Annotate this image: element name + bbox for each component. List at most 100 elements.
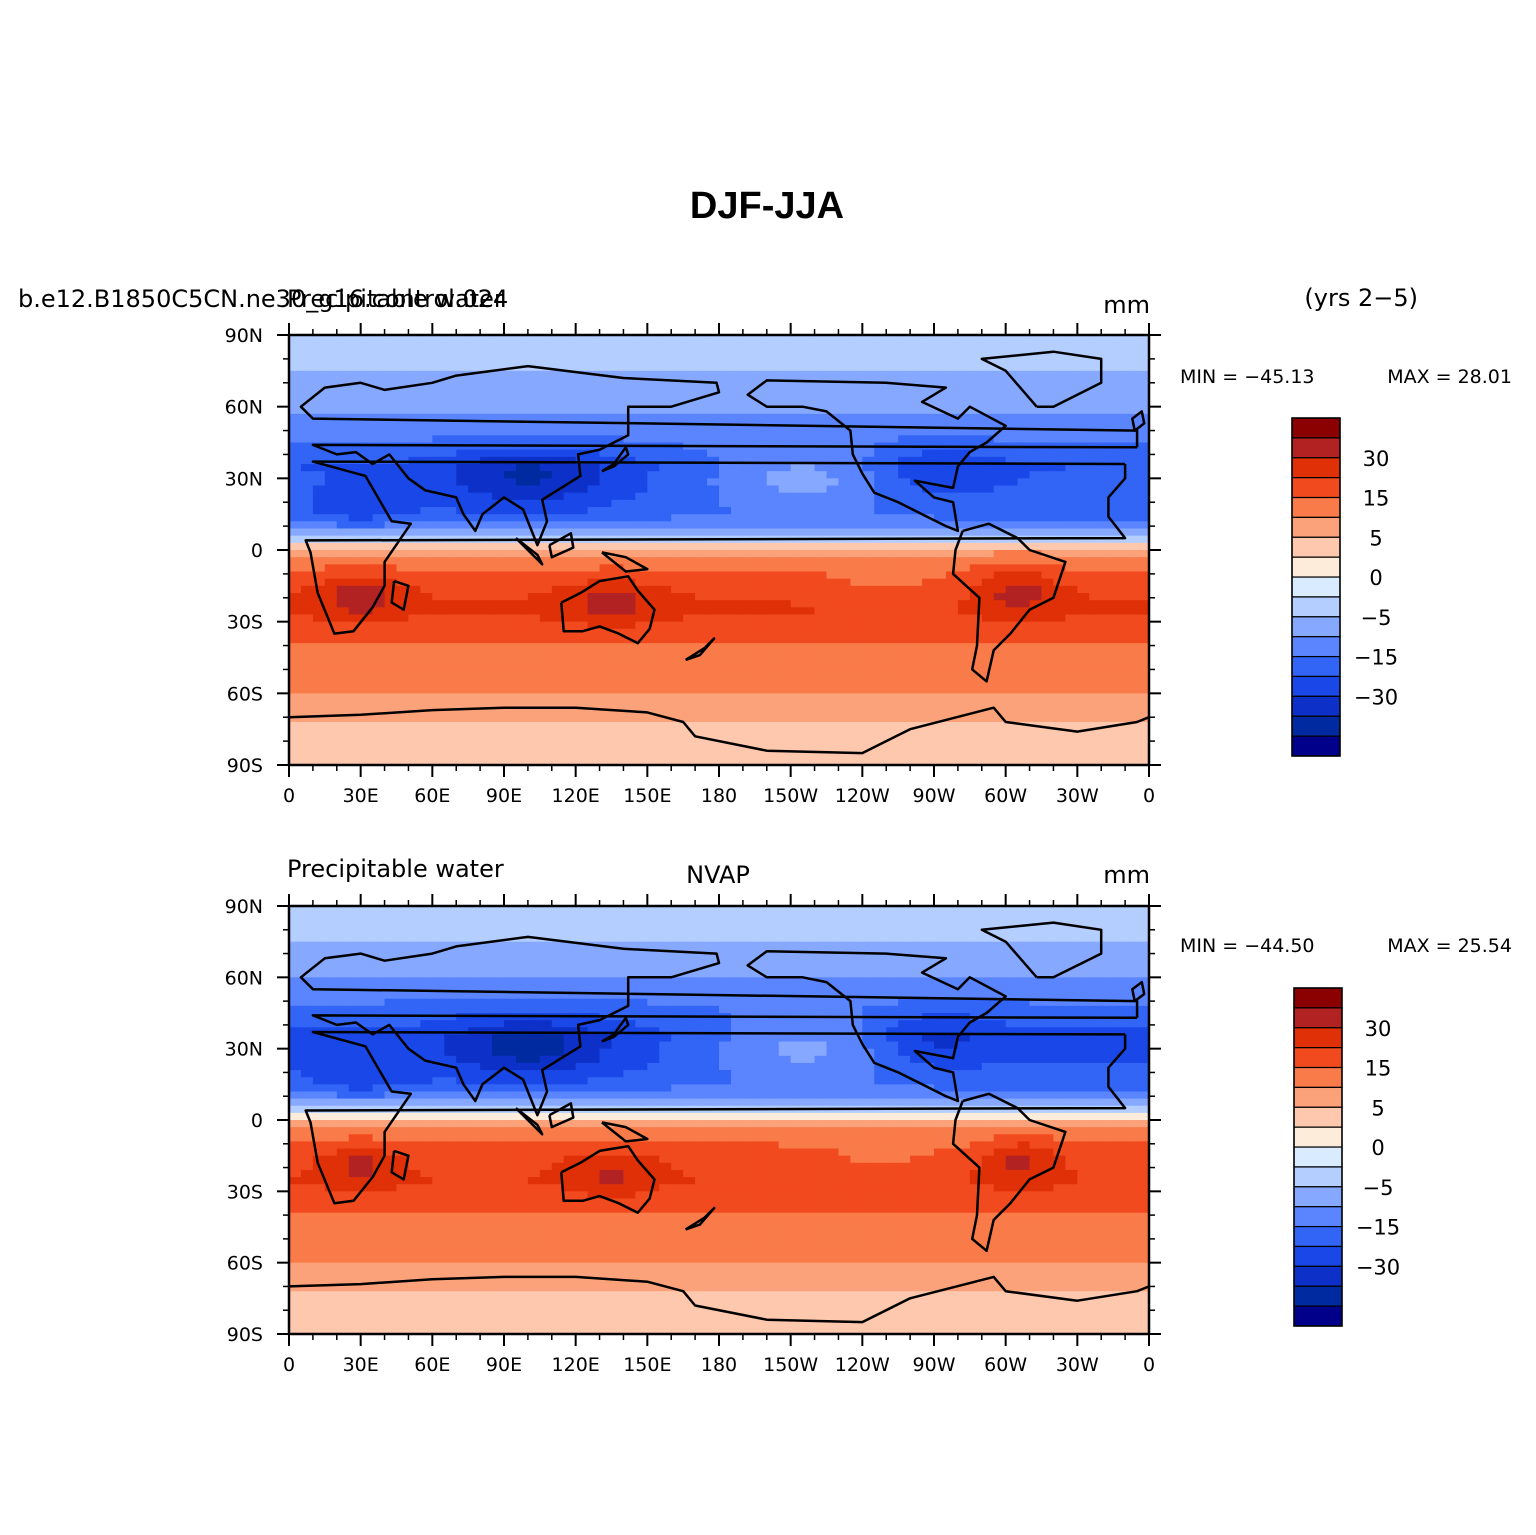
field-cell — [1125, 535, 1138, 544]
field-cell — [324, 564, 338, 573]
field-cell — [420, 449, 433, 458]
field-cell — [981, 471, 995, 479]
field-cell — [754, 356, 768, 365]
field-cell — [456, 385, 469, 393]
field-cell — [456, 906, 469, 914]
field-cell — [874, 392, 887, 401]
field-cell — [396, 941, 410, 950]
field-cell — [372, 557, 386, 565]
field-cell — [1005, 607, 1019, 616]
field-cell — [862, 392, 875, 401]
field-cell — [981, 356, 995, 365]
field-cell — [898, 650, 911, 659]
field-cell — [766, 406, 780, 415]
field-cell — [1113, 499, 1126, 508]
field-cell — [754, 492, 768, 501]
field-cell — [396, 499, 410, 508]
field-cell — [623, 550, 636, 558]
field-cell — [730, 700, 744, 709]
field-cell — [1017, 941, 1031, 950]
field-cell — [456, 428, 469, 436]
field-cell — [790, 428, 804, 436]
field-cell — [1041, 578, 1055, 587]
field-cell — [862, 578, 875, 587]
field-cell — [408, 421, 421, 429]
field-cell — [360, 657, 374, 666]
field-cell — [1089, 485, 1102, 494]
field-cell — [886, 729, 899, 737]
field-cell — [635, 521, 648, 530]
field-cell — [993, 750, 1007, 759]
field-cell — [850, 585, 863, 594]
field-cell — [504, 736, 517, 745]
field-cell — [802, 578, 816, 587]
field-cell — [695, 464, 708, 472]
field-cell — [838, 913, 851, 921]
field-cell — [1017, 499, 1031, 508]
field-cell — [1005, 757, 1019, 765]
field-cell — [289, 722, 302, 730]
field-cell — [611, 714, 625, 723]
field-cell — [551, 349, 565, 358]
field-cell — [766, 585, 780, 594]
field-cell — [480, 464, 493, 472]
field-cell — [910, 636, 923, 644]
field-cell — [969, 736, 983, 745]
field-cell — [886, 650, 899, 659]
field-cell — [695, 492, 708, 501]
field-cell — [456, 392, 469, 401]
field-cell — [300, 442, 314, 451]
field-cell — [587, 485, 601, 494]
field-cell — [742, 342, 756, 350]
field-cell — [1005, 927, 1019, 936]
field-cell — [384, 614, 398, 623]
colorbar-box — [1291, 496, 1341, 519]
field-cell — [492, 736, 505, 745]
field-cell — [754, 941, 768, 950]
field-cell — [348, 363, 362, 372]
field-cell — [575, 707, 589, 716]
field-cell — [922, 564, 935, 573]
x-tick-label: 90E — [486, 785, 522, 807]
field-cell — [456, 679, 469, 687]
field-cell — [336, 542, 350, 551]
field-cell — [742, 757, 756, 765]
field-cell — [384, 406, 398, 415]
field-cell — [563, 370, 577, 379]
field-cell — [456, 356, 469, 365]
field-cell — [719, 449, 732, 458]
field-cell — [420, 920, 433, 928]
field-cell — [527, 941, 541, 950]
field-cell — [480, 370, 493, 379]
field-cell — [1077, 550, 1090, 558]
field-cell — [1041, 913, 1055, 921]
field-cell — [730, 664, 744, 673]
field-cell — [910, 435, 923, 444]
field-cell — [1017, 621, 1031, 630]
field-cell — [289, 906, 302, 914]
field-cell — [707, 941, 720, 950]
field-cell — [754, 585, 768, 594]
field-cell — [683, 471, 696, 479]
main-title: DJF-JJA — [690, 185, 844, 227]
field-cell — [1029, 385, 1043, 393]
field-cell — [874, 736, 887, 745]
field-cell — [372, 521, 386, 530]
field-cell — [1077, 485, 1090, 494]
field-cell — [563, 521, 577, 530]
field-cell — [372, 578, 386, 587]
field-cell — [444, 392, 457, 401]
field-cell — [695, 927, 708, 936]
field-cell — [1089, 378, 1102, 386]
field-cell — [826, 492, 840, 501]
field-cell — [778, 542, 792, 551]
field-cell — [945, 435, 959, 444]
field-cell — [934, 356, 947, 365]
field-cell — [922, 349, 935, 358]
field-cell — [838, 934, 851, 943]
field-cell — [551, 941, 565, 950]
field-cell — [719, 693, 732, 702]
field-cell — [635, 578, 648, 587]
field-cell — [981, 370, 995, 379]
field-cell — [814, 729, 828, 737]
